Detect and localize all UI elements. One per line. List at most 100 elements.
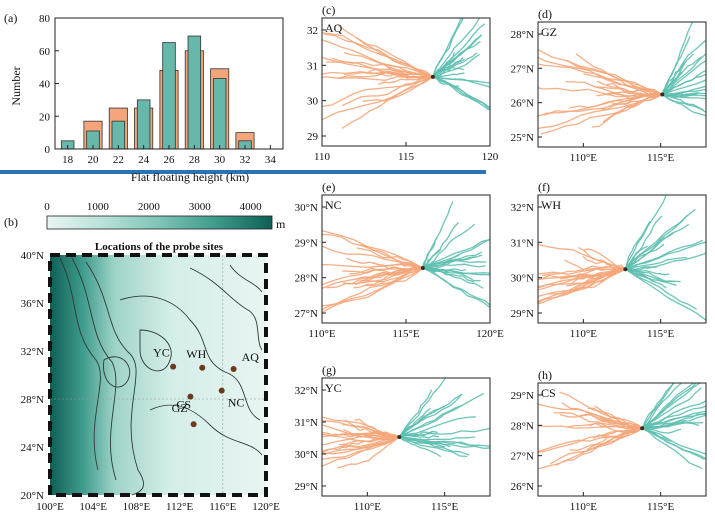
a-xtick-label: 22 [113,154,124,166]
colorbar-tick-label: 3000 [189,201,212,213]
trajectory-teal [624,252,706,270]
traj-ytick-label: 26°N [511,98,534,110]
trajectory-orange [538,243,627,270]
trajectory-teal [641,427,682,434]
trajectory-teal [398,436,478,448]
trajectory-orange [344,419,400,441]
trajectory-teal [422,263,486,269]
trajectory-orange [566,59,663,96]
colorbar-tick-label: 0 [44,201,50,213]
trajectory-axes [537,382,707,497]
trajectory-site-name: WH [541,198,561,212]
traj-xtick-label: 110°E [308,328,335,340]
trajectory-orange [538,427,643,470]
site-label-yc: YC [153,346,170,360]
panel-a-ylabel: Number [9,66,23,105]
trajectory-orange [322,436,400,454]
trajectory-orange [322,76,434,108]
trajectory-teal [624,221,651,270]
trajectory-teal [624,268,706,321]
trajectory-orange [337,436,400,469]
trajectory-orange [346,257,424,269]
traj-xtick-label: 115 [398,151,415,163]
trajectory-teal [641,383,675,429]
traj-xtick-label: 120 [482,151,499,163]
trajectory-teal [641,421,704,430]
trajectory-orange [322,436,400,455]
trajectory-teal [422,267,490,306]
trajectory-axes [537,194,707,324]
trajectory-teal [432,72,465,78]
trajectory-teal [422,267,490,274]
a-xtick-label: 26 [164,154,176,166]
traj-xtick-label: 110 [314,151,331,163]
trajectory-orange [611,93,663,105]
trajectory-orange [538,268,627,298]
traj-xtick-label: 115°E [647,501,674,513]
trajectory-teal [624,239,704,270]
a-xtick-label: 24 [138,154,150,166]
trajectory-orange [322,39,434,78]
launch-site-marker [623,267,628,272]
trajectory-panel-label: (h) [538,368,552,382]
traj-ytick-label: 31°N [511,237,534,249]
site-marker-cs [187,393,194,400]
trajectory-orange [322,56,434,78]
trajectory-teal [624,215,663,270]
traj-ytick-label: 30°N [295,449,318,461]
a-ytick-label: 60 [39,46,51,58]
trajectory-teal [661,85,706,96]
trajectory-teal [422,254,460,269]
trajectory-orange [322,420,400,438]
terrain-map [50,255,266,495]
a-ytick-label: 40 [39,79,51,91]
trajectory-orange [386,65,434,80]
trajectory-lines [322,201,490,313]
colorbar-tick-label: 1000 [87,201,110,213]
bar-series2-28 [187,35,202,150]
trajectory-lines [322,378,490,469]
trajectory-site-name: CS [541,386,556,400]
trajectory-orange [322,267,424,313]
trajectory-site-name: NC [325,198,342,212]
trajectory-panel-label: (d) [538,7,552,21]
traj-ytick-label: 29°N [511,390,534,402]
traj-ytick-label: 28°N [295,273,318,285]
trajectory-teal [641,427,706,455]
launch-site-marker [430,74,435,79]
trajectory-lines [538,22,706,135]
trajectory-orange [322,433,400,440]
traj-xtick-label: 115°E [647,152,674,164]
panel-a-axes [54,17,284,150]
a-ytick-label: 0 [45,144,51,156]
panel-b: (b) 0 1000 2000 3000 4000 m Locations of the… [4,201,286,513]
a-xtick-label: 30 [214,154,226,166]
traj-ytick-label: 30°N [295,202,318,214]
trajectory-teal [641,383,682,429]
trajectory-teal [624,245,648,270]
trajectory-teal [432,76,490,111]
a-xtick-label: 28 [189,154,201,166]
traj-ytick-label: 32°N [511,202,534,214]
site-marker-wh [199,364,206,371]
map-xtick-label: 120°E [252,501,280,513]
trajectory-teal [422,223,476,269]
trajectory-teal [641,410,706,429]
trajectory-orange [538,268,627,275]
trajectory-teal [641,383,697,429]
trajectory-axes [321,377,491,497]
site-marker-yc [170,363,177,370]
trajectory-teal [661,36,691,96]
traj-xtick-label: 115°E [647,328,674,340]
traj-ytick-label: 30°N [511,273,534,285]
trajectory-teal [432,18,463,78]
trajectory-panel-yc: (g) YC 32°N 31°N 30°N 29°N 110°E 115°E [295,363,491,513]
trajectory-lines [538,383,706,470]
traj-xtick-label: 110°E [570,152,597,164]
trajectory-lines [322,18,490,129]
trajectory-orange [587,407,643,429]
panel-b-label: (b) [4,215,18,229]
trajectory-teal [398,378,447,438]
map-xtick-label: 104°E [79,501,107,513]
traj-ytick-label: 29°N [295,481,318,493]
